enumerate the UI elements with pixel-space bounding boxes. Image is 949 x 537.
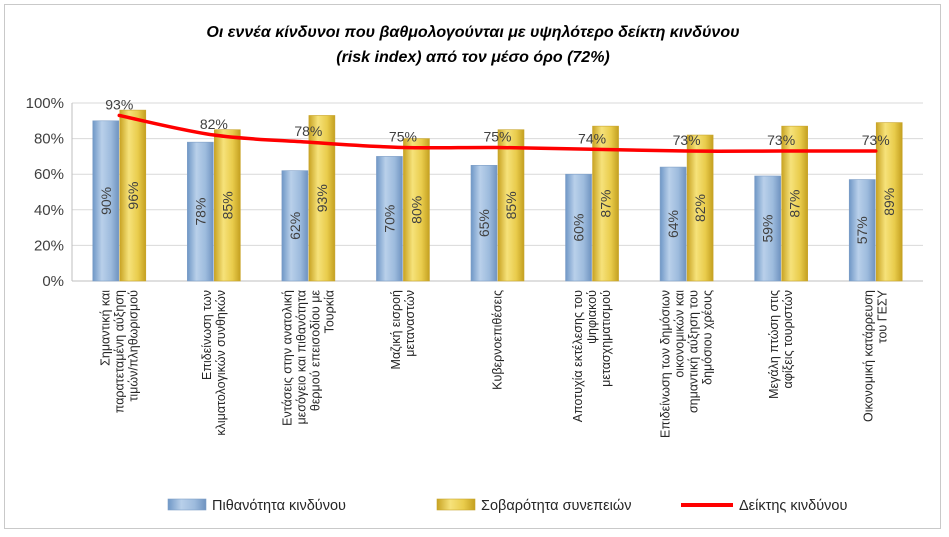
category-label-line: Εντάσεις στην ανατολική [280, 290, 294, 426]
bar-value-label: 80% [408, 196, 424, 224]
category-label-line: Τουρκία [322, 290, 336, 333]
risk-index-label: 73% [767, 132, 795, 148]
bar-severity [497, 129, 525, 282]
plot-area: 100% 80% 60% 40% 20% 0% 90% 96% Σημαντική και παρ… [26, 95, 923, 438]
category-label-line: τιμών/πληθωρισμού [126, 290, 140, 402]
category-label-line: κλιματολογικών συνθηκών [214, 290, 228, 436]
category-label-line: Μαζική εισροή [389, 290, 403, 370]
y-tick-label: 0% [42, 273, 64, 290]
bar-value-label: 57% [854, 216, 870, 244]
y-tick-label: 80% [34, 131, 64, 148]
bar-value-label: 64% [665, 210, 681, 238]
risk-index-line [117, 113, 878, 153]
risk-index-label: 78% [294, 123, 322, 139]
bar-value-label: 87% [598, 190, 614, 218]
category-label-line: δημόσιου χρέους [701, 290, 715, 385]
legend-label: Πιθανότητα κινδύνου [212, 498, 346, 514]
category-label-line: μεταναστών [403, 290, 417, 357]
bar-value-label: 70% [381, 205, 397, 233]
bar-value-label: 85% [503, 191, 519, 219]
bar-value-label: 60% [571, 214, 587, 242]
category-label: Επιδείνωση των κλιματολογικών συνθηκών [200, 290, 228, 436]
bar-value-label: 87% [787, 190, 803, 218]
category-label: Σημαντική και παρατεταμένη αύξηση τιμών/πλ… [98, 290, 140, 413]
bar-probability [659, 166, 687, 282]
y-tick-label: 60% [34, 166, 64, 183]
category-label: Κυβερνοεπιθέσεις [491, 290, 505, 390]
bar-probability [848, 179, 876, 282]
risk-index-label: 75% [483, 129, 511, 145]
bar-severity [119, 109, 147, 282]
category-label: Μαζική εισροή μεταναστών [389, 290, 417, 370]
bar-value-label: 59% [760, 214, 776, 242]
bar-value-label: 89% [881, 188, 897, 216]
chart: Οι εννέα κίνδυνοι που βαθμολογούνται με … [26, 24, 923, 514]
legend-swatch [436, 498, 476, 511]
risk-index-label: 93% [105, 96, 133, 112]
category-label-line: Σημαντική και [98, 290, 112, 366]
category-label-line: του ΓΕΣΥ [876, 289, 890, 343]
category-label-line: Επιδείνωση των [200, 290, 214, 380]
bar-severity [686, 134, 714, 282]
category-label: Μεγάλη πτώση στις αφίξεις τουριστών [767, 290, 795, 399]
bar-value-label: 85% [219, 191, 235, 219]
bar-probability [187, 141, 214, 282]
risk-index-label: 73% [862, 132, 890, 148]
y-tick-label: 100% [26, 95, 64, 112]
category-label: Οικονομική κατάρρευση του ΓΕΣΥ [862, 289, 890, 422]
category-label: Επιδείνωση των δημόσιων οικονομικών και ση… [659, 290, 715, 438]
category-label-line: Κυβερνοεπιθέσεις [491, 290, 505, 390]
bar-probability [92, 120, 120, 282]
bar-value-label: 82% [692, 194, 708, 222]
bar-probability [470, 165, 498, 282]
bar-probability [565, 173, 592, 282]
bar-severity [875, 122, 903, 282]
risk-index-label: 82% [200, 116, 228, 132]
category-label-line: θερμού επεισοδίου με [308, 290, 322, 412]
risk-index-label: 74% [578, 130, 606, 146]
category-label: Εντάσεις στην ανατολική μεσόγειο και πιθα… [280, 290, 336, 426]
bar-probability [281, 170, 309, 282]
bar-severity [214, 129, 241, 282]
risk-index-label: 75% [389, 129, 417, 145]
category-label-line: αφίξεις τουριστών [781, 290, 795, 388]
y-tick-label: 20% [34, 237, 64, 254]
bar-value-label: 65% [476, 209, 492, 237]
chart-title-line-2: (risk index) από τον μέσο όρο (72%) [336, 49, 610, 66]
bar-severity [403, 138, 430, 282]
category-label: Αποτυχία εκτέλεσης του ψηφιακού μετασχηματ… [571, 290, 613, 422]
category-label-line: Μεγάλη πτώση στις [767, 290, 781, 399]
category-label-line: Οικονομική κατάρρευση [862, 290, 876, 422]
category-label-line: μεσόγειο και πιθανότητα [294, 290, 308, 425]
legend-swatch [167, 498, 207, 511]
legend: Πιθανότητα κινδύνου Σοβαρότητα συνεπειών Δ… [167, 498, 847, 514]
category-label-line: σημαντική αύξηση του [687, 290, 701, 413]
y-tick-label: 40% [34, 202, 64, 219]
category-label-line: Επιδείνωση των δημόσιων [659, 290, 673, 438]
bar-severity [592, 125, 619, 282]
chart-title-line-1: Οι εννέα κίνδυνοι που βαθμολογούνται με … [206, 24, 739, 41]
category-label-line: ψηφιακού [585, 290, 599, 344]
bar-value-label: 78% [192, 198, 208, 226]
bar-value-label: 96% [125, 182, 141, 210]
bar-value-label: 90% [98, 187, 114, 215]
category-label-line: μετασχηματισμού [599, 290, 613, 387]
bar-probability [376, 156, 403, 282]
legend-label: Δείκτης κινδύνου [739, 498, 847, 514]
chart-frame: Οι εννέα κίνδυνοι που βαθμολογούνται με … [4, 4, 941, 529]
category-label-line: παρατεταμένη αύξηση [112, 290, 126, 413]
bar-value-label: 93% [314, 184, 330, 212]
legend-label: Σοβαρότητα συνεπειών [481, 498, 631, 514]
bar-probability [754, 175, 781, 282]
risk-index-label: 73% [673, 132, 701, 148]
category-label-line: οικονομικών και [673, 290, 687, 378]
category-label-line: Αποτυχία εκτέλεσης του [571, 290, 585, 422]
bar-value-label: 62% [287, 212, 303, 240]
